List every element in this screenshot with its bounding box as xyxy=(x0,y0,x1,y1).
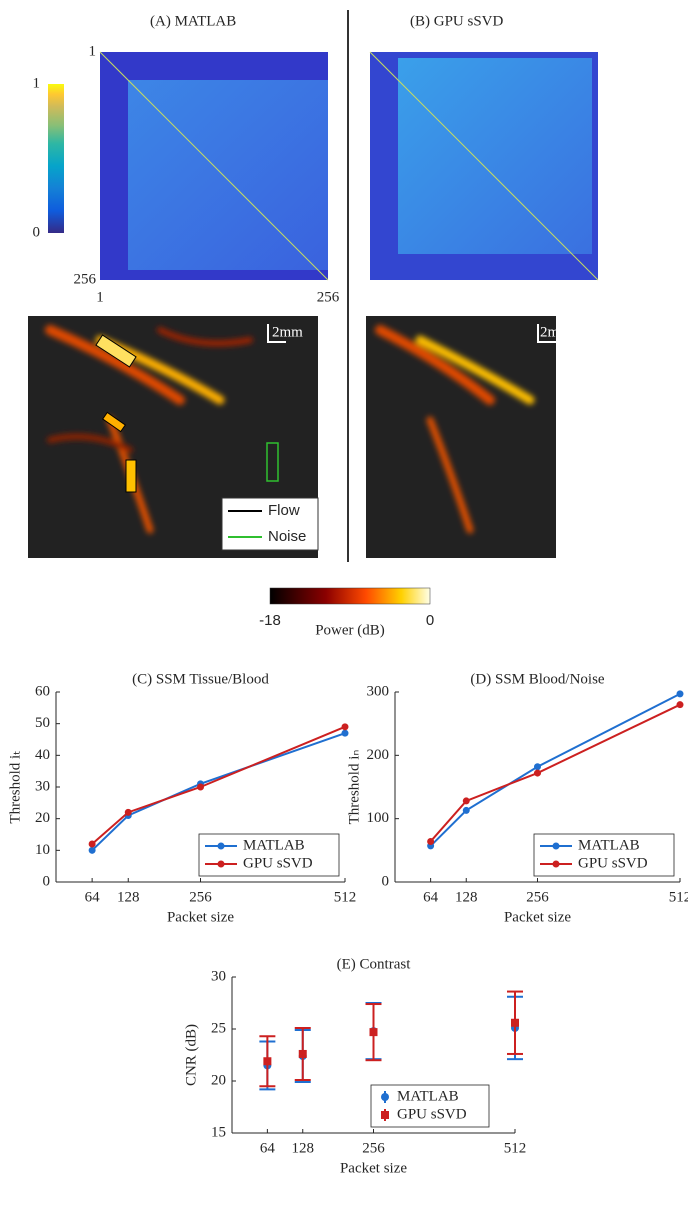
marker xyxy=(676,690,684,698)
scale-bar-label: 2mm xyxy=(540,324,571,340)
y-tick-label: 30 xyxy=(35,778,50,794)
marker xyxy=(88,840,96,848)
legend-marker xyxy=(552,842,560,850)
y-tick-label: 25 xyxy=(211,1020,226,1036)
x-tick-label: 256 xyxy=(362,1140,385,1156)
series-line xyxy=(91,732,346,852)
y-tick-label: 20 xyxy=(211,1072,226,1088)
legend-label: Noise xyxy=(268,528,306,545)
y-tick-label: 30 xyxy=(211,968,226,984)
y-tick-label: 40 xyxy=(35,747,50,763)
colorbar-tick: 0 xyxy=(426,612,434,629)
marker xyxy=(341,723,349,731)
x-tick-label: 256 xyxy=(526,889,549,905)
colorbar-tick: 1 xyxy=(33,75,41,91)
marker xyxy=(462,806,470,814)
legend-label: Flow xyxy=(268,502,300,519)
scale-bar-label: 2mm xyxy=(272,324,303,340)
series-line xyxy=(91,725,346,845)
x-tick-label: 64 xyxy=(260,1140,276,1156)
x-axis-label: Packet size xyxy=(504,909,571,925)
marker xyxy=(298,1049,307,1058)
x-tick-label: 512 xyxy=(334,889,357,905)
colorbar-label: Power (dB) xyxy=(315,622,385,638)
power-map-b xyxy=(366,316,556,558)
y-tick-label: 100 xyxy=(367,810,390,826)
marker xyxy=(427,837,435,845)
matrix-b xyxy=(369,51,599,281)
x-tick-label: 64 xyxy=(85,889,101,905)
chart-title: (D) SSM Blood/Noise xyxy=(470,671,605,687)
x-tick-label: 128 xyxy=(292,1140,315,1156)
y-axis-label: Threshold iₙ xyxy=(346,750,362,825)
x-tick-label: 128 xyxy=(117,889,140,905)
y-axis-label: CNR (dB) xyxy=(183,1024,199,1086)
matrix-x-tick: 256 xyxy=(317,289,340,305)
marker xyxy=(534,763,541,771)
legend-marker xyxy=(381,1111,389,1119)
colorbar-tick: 0 xyxy=(33,224,41,240)
legend-label: GPU sSVD xyxy=(578,855,648,871)
legend-box xyxy=(370,1084,490,1128)
legend-label: MATLAB xyxy=(397,1088,459,1104)
y-tick-label: 50 xyxy=(35,715,50,731)
marker xyxy=(676,701,684,709)
y-tick-label: 10 xyxy=(35,842,50,858)
series-line xyxy=(429,693,681,847)
x-axis-label: Packet size xyxy=(340,1160,407,1176)
legend-box xyxy=(198,833,340,877)
panel-title: (A) MATLAB xyxy=(150,13,236,29)
y-tick-label: 0 xyxy=(43,873,51,889)
legend-marker xyxy=(217,860,225,868)
legend-marker xyxy=(381,1093,389,1101)
y-tick-label: 15 xyxy=(211,1124,226,1140)
series-line xyxy=(429,703,681,843)
x-tick-label: 64 xyxy=(423,889,439,905)
x-tick-label: 512 xyxy=(669,889,688,905)
panel-title: (B) GPU sSVD xyxy=(410,13,504,29)
marker xyxy=(369,1028,378,1037)
legend-label: MATLAB xyxy=(578,837,640,853)
matrix-y-tick: 1 xyxy=(89,43,97,59)
legend-marker xyxy=(552,860,560,868)
marker xyxy=(462,797,470,805)
matrix-y-tick: 256 xyxy=(74,271,97,287)
marker xyxy=(124,808,132,816)
chart-title: (E) Contrast xyxy=(337,956,412,972)
similarity-colorbar xyxy=(48,84,64,233)
marker xyxy=(263,1057,272,1066)
x-axis-label: Packet size xyxy=(167,909,234,925)
x-tick-label: 128 xyxy=(455,889,478,905)
y-tick-label: 20 xyxy=(35,810,50,826)
marker xyxy=(197,783,204,791)
y-tick-label: 0 xyxy=(382,873,390,889)
x-tick-label: 256 xyxy=(189,889,212,905)
power-colorbar xyxy=(269,587,431,605)
chart-title: (C) SSM Tissue/Blood xyxy=(132,671,269,687)
power-map-a xyxy=(28,316,319,558)
legend-label: MATLAB xyxy=(243,837,305,853)
x-tick-label: 512 xyxy=(504,1140,527,1156)
matrix-a xyxy=(99,51,329,281)
legend-label: GPU sSVD xyxy=(243,855,313,871)
legend-box xyxy=(533,833,675,877)
y-tick-label: 300 xyxy=(367,683,390,699)
legend-label: GPU sSVD xyxy=(397,1106,467,1122)
legend-marker xyxy=(217,842,225,850)
marker xyxy=(341,729,349,737)
marker xyxy=(88,846,96,854)
y-tick-label: 60 xyxy=(35,683,50,699)
marker xyxy=(534,769,541,777)
colorbar-tick: -18 xyxy=(259,612,281,629)
y-tick-label: 200 xyxy=(367,747,390,763)
y-axis-label: Threshold iₜ xyxy=(7,750,23,823)
marker xyxy=(511,1018,519,1027)
matrix-x-tick: 1 xyxy=(96,289,104,305)
